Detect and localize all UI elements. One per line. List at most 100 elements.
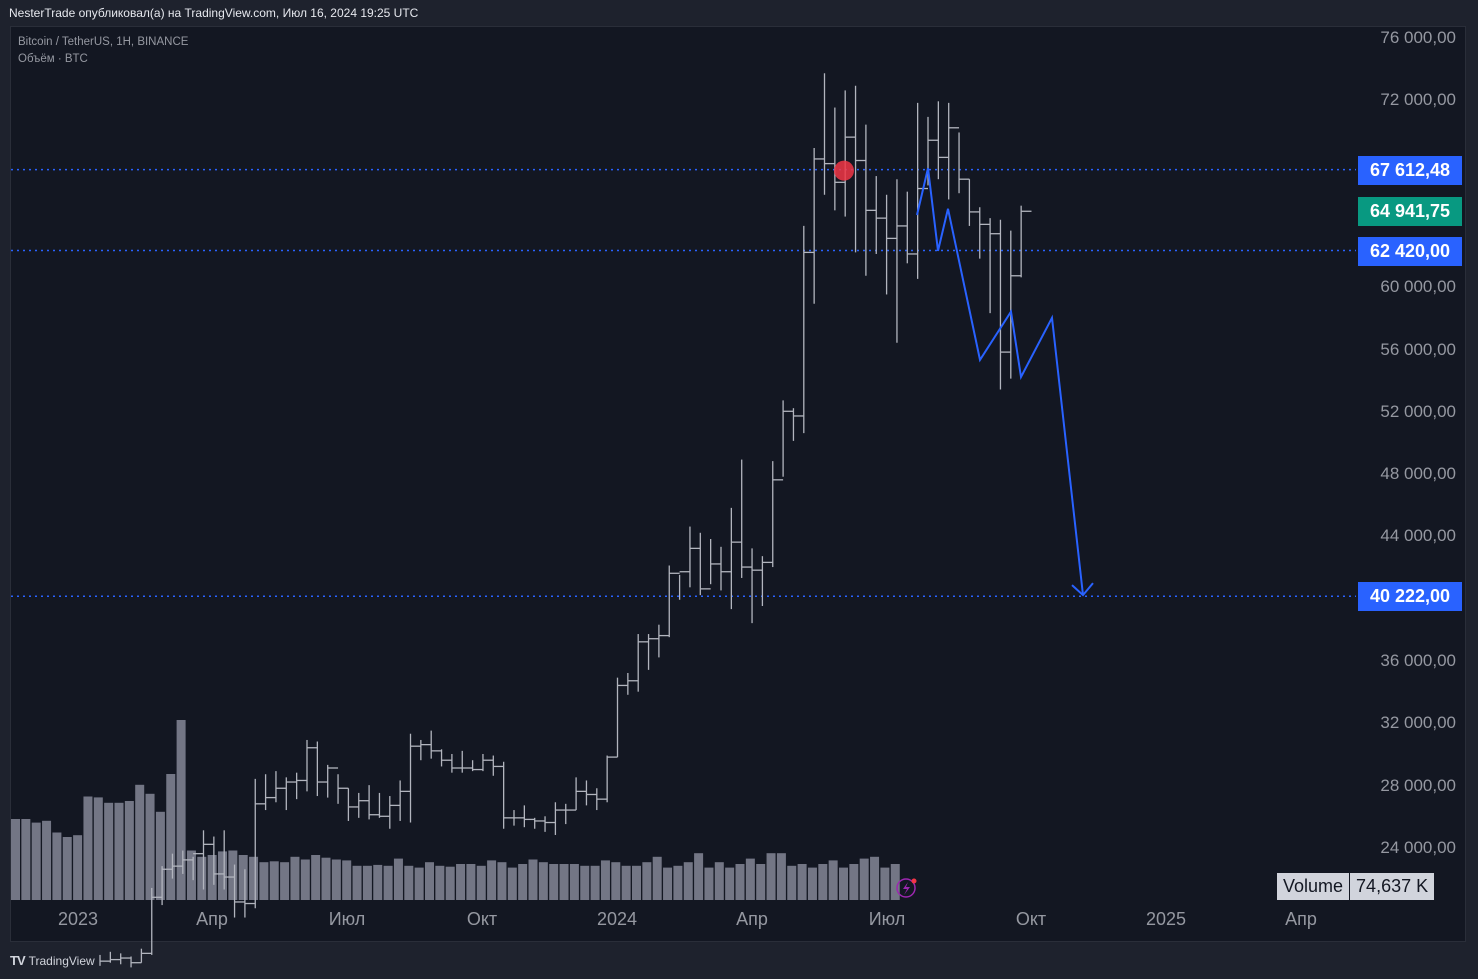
volume-bar [652,856,662,900]
volume-bar [673,865,683,900]
volume-bar [21,819,31,900]
lightning-icon [903,882,910,895]
price-axis-label: 72 000,00 [1380,90,1456,110]
volume-indicator-label[interactable]: Объём · BTC [18,53,88,65]
volume-bar [83,796,93,900]
volume-bar [569,864,579,900]
volume-bar [694,853,704,900]
volume-bar [42,820,52,900]
price-axis-label: 28 000,00 [1380,775,1456,795]
volume-bar [621,865,631,900]
volume-bar [766,853,776,900]
volume-bar [135,784,145,900]
volume-bar [828,860,838,900]
volume-bar [352,865,362,900]
volume-bar [259,862,269,900]
volume-bar [859,858,869,900]
volume-bar [207,855,217,900]
volume-bar [683,862,693,900]
volume-bar [52,832,62,900]
volume-bar [590,865,600,900]
volume-bar [818,864,828,900]
volume-bar [466,864,476,900]
volume-bar [269,861,279,900]
volume-bar [890,864,900,900]
volume-bar [787,865,797,900]
brand-name: TradingView [28,953,95,968]
volume-bar [880,867,890,900]
price-tag: 40 222,00 [1358,582,1462,612]
volume-bar [497,862,507,900]
volume-bar [404,865,414,900]
time-axis-label: Июл [868,909,906,929]
volume-bar [435,865,445,900]
volume-bar [186,850,196,900]
volume-bar [321,857,331,900]
volume-bar [342,860,352,900]
time-axis-label: 2024 [596,909,638,929]
volume-bar [124,801,134,900]
price-axis-label: 32 000,00 [1380,713,1456,733]
volume-bar [145,793,155,900]
volume-bar [611,862,621,900]
volume-bar [445,866,455,900]
volume-bar [559,864,569,900]
price-axis-label: 24 000,00 [1380,838,1456,857]
price-axis-label: 52 000,00 [1380,401,1456,421]
chart-panel[interactable] [10,26,1466,942]
volume-bar [31,822,41,900]
volume-bar [280,862,290,900]
volume-bar [756,864,766,900]
volume-bar [166,774,176,900]
volume-bar [331,859,341,900]
volume-bar [62,837,72,900]
volume-bar [176,720,186,900]
volume-bar [11,819,20,900]
volume-bar [507,867,517,900]
volume-bar [663,867,673,900]
notification-dot-icon [911,878,917,884]
volume-bar [870,856,880,900]
price-tag: 62 420,00 [1358,236,1462,266]
volume-bar [393,858,403,900]
volume-bar [73,835,83,900]
volume-bar [745,858,755,900]
volume-value: 74,637 K [1356,876,1429,896]
time-axis-label: Июл [328,909,366,929]
price-axis-label: 36 000,00 [1380,651,1456,671]
time-axis-label: Апр [196,909,228,929]
arrow-head-icon [1071,582,1094,597]
price-axis-label: 48 000,00 [1380,464,1456,484]
volume-bar [797,864,807,900]
price-axis-label: 44 000,00 [1380,526,1456,546]
volume-bar [228,850,238,900]
volume-bar [839,867,848,900]
projection-line [916,168,1084,596]
divider [1349,873,1351,900]
volume-bar [104,802,114,900]
volume-bar [290,856,300,900]
price-tag: 64 941,75 [1358,197,1462,227]
volume-bar [849,864,859,900]
volume-bar [373,864,383,900]
volume-bar [362,865,372,900]
volume-label: Volume [1283,876,1344,896]
volume-bar [600,860,610,900]
volume-bar [487,860,497,900]
price-tag: 67 612,48 [1358,155,1462,185]
time-axis-label: Апр [736,909,768,929]
volume-bar [632,865,641,900]
price-axis-label: 76 000,00 [1380,28,1456,47]
volume-bar [155,811,165,900]
tradingview-logo-icon: TV [10,953,26,968]
volume-bar [93,797,103,900]
time-axis-label: 2023 [57,909,99,929]
time-axis-label: 2025 [1145,909,1187,929]
volume-bar [414,867,424,900]
volume-bar [425,862,434,900]
volume-bar [311,855,321,900]
volume-bar [776,853,786,900]
symbol-label[interactable]: Bitcoin / TetherUS, 1H, BINANCE [18,36,189,48]
publish-header: NesterTrade опубликовал(а) на TradingVie… [9,6,419,20]
